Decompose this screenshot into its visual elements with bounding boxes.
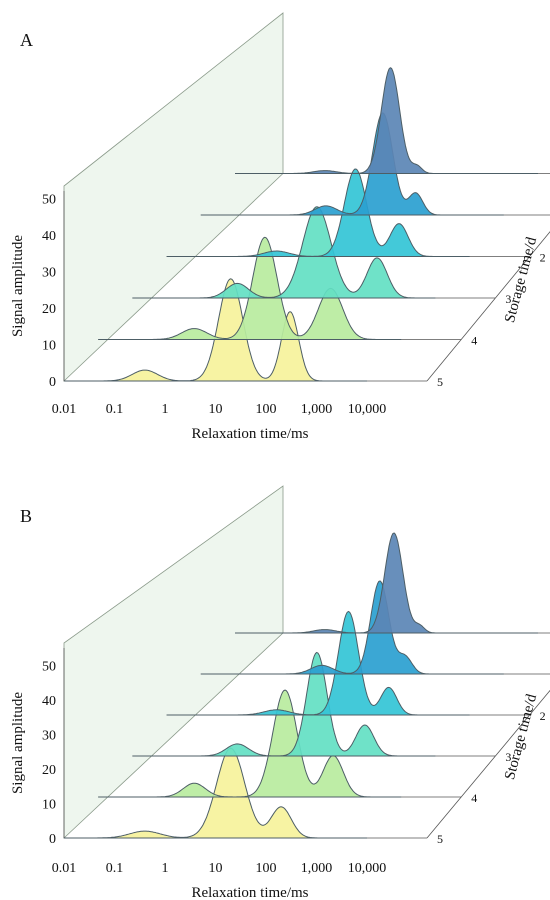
- y-axis-label: Signal amplitude: [10, 235, 26, 337]
- series-area-5: [64, 747, 367, 839]
- depth-tick-label: 4: [471, 334, 477, 348]
- depth-tick-label: 2: [540, 709, 546, 723]
- y-tick-label: 30: [42, 729, 56, 744]
- series-area-4: [98, 689, 402, 798]
- x-tick-label: 1: [162, 402, 169, 417]
- x-tick-label: 100: [256, 402, 277, 417]
- depth-axis: [426, 231, 550, 382]
- series-area-0: [235, 532, 538, 634]
- series-area-5: [64, 278, 367, 382]
- depth-axis: [426, 689, 550, 839]
- x-tick-label: 1: [162, 861, 169, 876]
- panel-label: A: [20, 30, 33, 50]
- series-area-4: [98, 236, 402, 340]
- x-tick-label: 0.01: [52, 402, 77, 417]
- panel-label: B: [20, 506, 32, 526]
- depth-tick-label: 3: [505, 750, 511, 764]
- x-tick-label: 10,000: [348, 402, 387, 417]
- y-tick-label: 10: [42, 339, 56, 354]
- x-tick-label: 10: [209, 402, 223, 417]
- depth-axis-label: Storage time/d: [502, 692, 540, 782]
- y-tick-label: 0: [49, 375, 56, 390]
- y-tick-label: 20: [42, 763, 56, 778]
- x-tick-label: 10,000: [348, 861, 387, 876]
- series-area-3: [132, 651, 436, 757]
- series-area-2: [166, 168, 470, 257]
- depth-tick-label: 5: [437, 832, 443, 846]
- depth-axis-label: Storage time/d: [502, 235, 540, 325]
- x-axis-label: Relaxation time/ms: [191, 885, 308, 900]
- y-tick-label: 10: [42, 798, 56, 813]
- depth-tick-label: 4: [471, 791, 477, 805]
- x-tick-label: 10: [209, 861, 223, 876]
- y-tick-label: 40: [42, 229, 56, 244]
- waterfall-chart-a: A 0 10 20 30 40 50 Signal amplitude 5 4 3 2 10 0.01 0…: [10, 12, 550, 442]
- depth-tick-label: 2: [540, 251, 546, 265]
- y-tick-label: 30: [42, 266, 56, 281]
- waterfall-chart-b: B 0 10 20 30 40 50 Signal amplitude 5 4 3 2 10 0.01 0…: [10, 485, 550, 900]
- x-tick-label: 100: [256, 861, 277, 876]
- x-tick-label: 1,000: [301, 402, 333, 417]
- back-wall: [63, 485, 284, 839]
- y-tick-label: 0: [49, 832, 56, 847]
- panel-b: B 0 10 20 30 40 50 Signal amplitude 5 4 3 2 10 0.01 0…: [0, 450, 550, 900]
- depth-tick-label: 3: [505, 292, 511, 306]
- series-area-0: [235, 67, 538, 174]
- x-tick-label: 1,000: [301, 861, 333, 876]
- series-area-3: [132, 206, 436, 299]
- x-axis-label: Relaxation time/ms: [191, 426, 308, 442]
- panel-a: A 0 10 20 30 40 50 Signal amplitude 5 4 3 2 10 0.01 0…: [10, 12, 550, 442]
- x-tick-label: 0.01: [52, 861, 77, 876]
- x-tick-label: 0.1: [106, 861, 124, 876]
- y-tick-label: 40: [42, 694, 56, 709]
- x-tick-label: 0.1: [106, 402, 124, 417]
- series-area-1: [200, 112, 504, 216]
- y-tick-label: 50: [42, 193, 56, 208]
- depth-tick-label: 5: [437, 375, 443, 389]
- series-area-2: [166, 610, 470, 716]
- series-area-1: [200, 580, 504, 675]
- y-tick-label: 20: [42, 302, 56, 317]
- y-tick-label: 50: [42, 660, 56, 675]
- y-axis-label: Signal amplitude: [10, 692, 26, 794]
